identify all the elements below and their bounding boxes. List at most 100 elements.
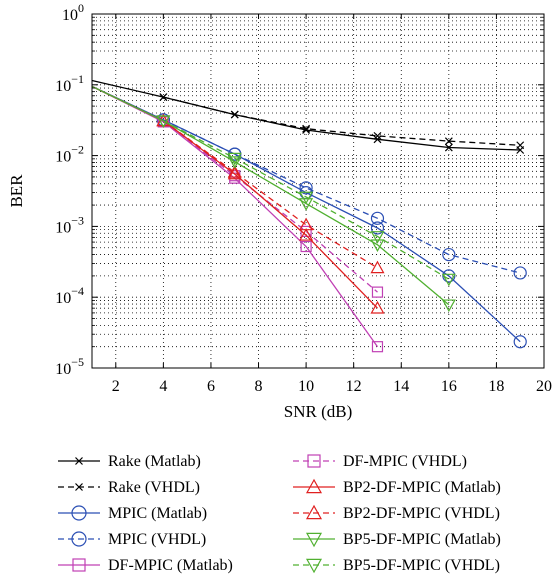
marker-triangle-down [299, 198, 314, 211]
marker-triangle-up [299, 228, 314, 241]
marker-triangle-up [299, 217, 314, 231]
series-6 [91, 85, 385, 314]
marker-stroke [373, 131, 382, 140]
marker-triangle-up [370, 300, 385, 314]
legend-label: BP2-DF-MPIC (VHDL) [343, 505, 500, 522]
marker-x [75, 457, 83, 465]
series-line [163, 96, 521, 146]
y-tick-label: 10−1 [55, 72, 84, 95]
marker-triangle-up [227, 166, 242, 180]
marker-square [307, 454, 321, 468]
legend-label: BP5-DF-MPIC (Matlab) [343, 531, 501, 548]
legend-label: DF-MPIC (Matlab) [108, 557, 233, 574]
marker-triangle-down [370, 239, 385, 253]
y-tick-label: 10−4 [55, 284, 84, 307]
marker-x [230, 110, 239, 119]
legend-item: DF-MPIC (VHDL) [293, 453, 467, 470]
marker-triangle-up [227, 165, 242, 178]
legend-item: BP5-DF-MPIC (Matlab) [293, 531, 501, 548]
grid [92, 14, 544, 368]
x-tick-label: 4 [159, 378, 167, 395]
marker-stroke [75, 483, 83, 491]
legend-item: BP2-DF-MPIC (Matlab) [293, 478, 501, 496]
x-tick-label: 6 [207, 378, 215, 395]
marker-x [516, 141, 525, 150]
y-tick-label: 100 [62, 1, 84, 24]
marker-circle [71, 505, 87, 521]
legend: Rake (Matlab) Rake (VHDL) MPIC (Matlab) MPI… [58, 453, 501, 574]
series-line [91, 85, 450, 306]
series-8 [91, 85, 456, 313]
series-4 [91, 85, 384, 353]
marker-x [159, 93, 168, 102]
marker-triangle-up [370, 260, 385, 274]
plot-frame [91, 13, 545, 369]
x-tick-label: 20 [536, 378, 552, 395]
marker-circle [71, 531, 87, 547]
marker-triangle-down [305, 532, 323, 548]
marker-stroke [302, 126, 311, 134]
legend-item: Rake (Matlab) [58, 453, 201, 470]
marker-circle [370, 221, 385, 235]
series-7 [156, 113, 385, 274]
legend-item: BP2-DF-MPIC (VHDL) [293, 504, 500, 522]
x-tick-label: 8 [255, 378, 263, 395]
marker-square [300, 240, 312, 253]
marker-circle [299, 181, 313, 195]
marker-triangle-down [305, 558, 323, 574]
series-1 [159, 93, 525, 150]
series-line [163, 120, 450, 280]
marker-circle [442, 247, 456, 262]
legend-label: Rake (Matlab) [108, 453, 201, 470]
marker-stroke [516, 141, 525, 150]
y-tick-label: 10−2 [55, 143, 84, 166]
legend-label: MPIC (VHDL) [108, 531, 206, 548]
marker-square [371, 286, 384, 298]
legend-item: DF-MPIC (Matlab) [58, 557, 233, 574]
series-line [163, 119, 521, 274]
marker-square [371, 341, 384, 353]
legend-label: Rake (VHDL) [108, 479, 200, 496]
legend-label: BP5-DF-MPIC (VHDL) [343, 557, 500, 574]
marker-x [75, 483, 83, 491]
marker-triangle-down [156, 115, 171, 129]
marker-x [373, 131, 382, 140]
marker-triangle-down [227, 156, 242, 169]
legend-item: Rake (VHDL) [58, 479, 200, 496]
legend-label: BP2-DF-MPIC (Matlab) [343, 479, 501, 496]
marker-circle [370, 211, 385, 225]
y-tick-label: 10−5 [55, 355, 84, 378]
marker-circle [513, 335, 527, 349]
marker-circle [442, 269, 456, 283]
legend-item: BP5-DF-MPIC (VHDL) [293, 557, 500, 574]
series-line [163, 120, 378, 269]
marker-triangle-down [299, 191, 314, 205]
marker-x [373, 135, 382, 144]
marker-triangle-up [305, 478, 323, 494]
legend-label: DF-MPIC (VHDL) [343, 453, 467, 470]
x-axis-label: SNR (dB) [284, 402, 352, 421]
marker-triangle-down [441, 273, 456, 287]
marker-stroke [159, 93, 168, 102]
marker-triangle-down [370, 231, 385, 244]
marker-triangle-down [441, 299, 456, 313]
marker-x [302, 124, 311, 133]
marker-stroke [302, 124, 311, 133]
marker-stroke [230, 110, 239, 119]
marker-circle [513, 266, 527, 280]
series-line [91, 85, 378, 309]
ticks: 2 4 6 8 10 12 14 16 18 20 10−5 10−4 10−3 10−2 10−1 100 [55, 1, 552, 395]
marker-square [72, 558, 86, 572]
marker-x [444, 137, 453, 146]
marker-stroke [444, 143, 453, 152]
x-tick-label: 16 [441, 378, 457, 395]
series-9 [156, 115, 456, 287]
legend-label: MPIC (Matlab) [108, 505, 207, 522]
x-tick-label: 12 [346, 378, 362, 395]
marker-triangle-up [305, 504, 323, 520]
x-tick-label: 18 [488, 378, 504, 395]
series-line [91, 85, 379, 348]
y-axis-label: BER [7, 174, 26, 208]
marker-triangle-down [227, 152, 242, 166]
